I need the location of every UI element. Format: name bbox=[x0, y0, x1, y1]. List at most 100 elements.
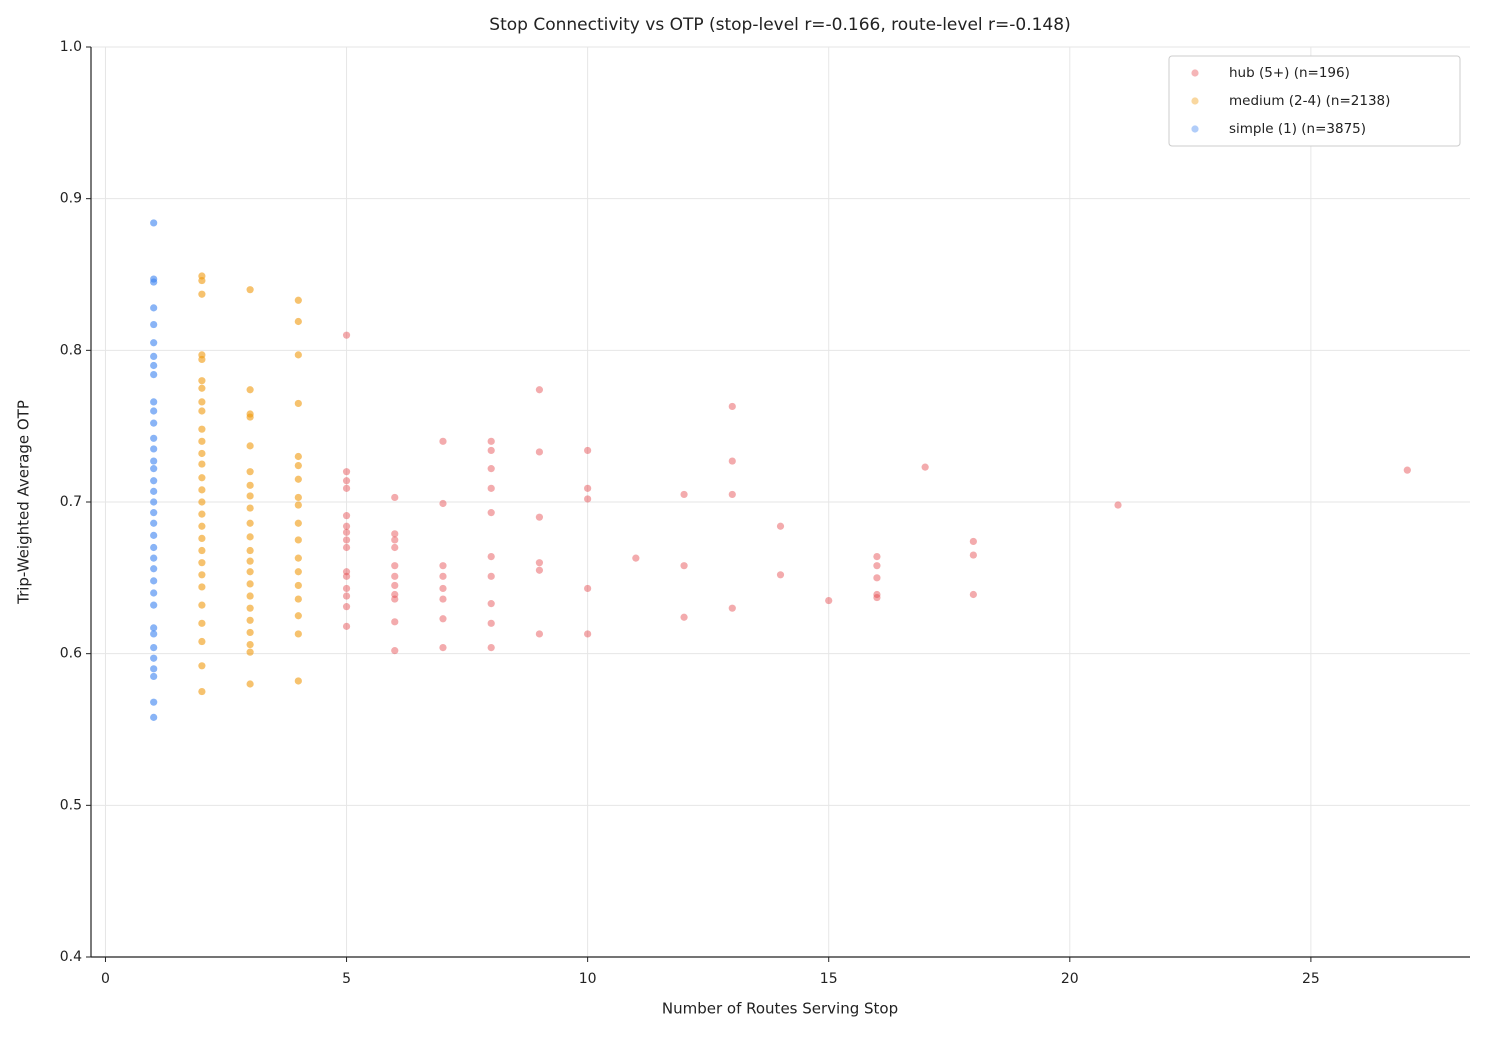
point bbox=[342, 622, 351, 630]
y-tick-label: 0.9 bbox=[60, 191, 82, 207]
point bbox=[294, 677, 302, 685]
point bbox=[584, 584, 592, 593]
point bbox=[246, 492, 254, 500]
y-tick-label: 0.8 bbox=[60, 342, 82, 358]
point bbox=[150, 434, 158, 442]
point bbox=[246, 481, 254, 489]
point bbox=[342, 568, 351, 576]
point bbox=[535, 448, 544, 456]
point bbox=[342, 331, 351, 339]
point bbox=[150, 665, 158, 673]
point bbox=[150, 698, 158, 706]
point bbox=[776, 522, 785, 530]
point bbox=[150, 713, 158, 721]
legend-label: hub (5+) (n=196) bbox=[1229, 65, 1350, 81]
point bbox=[198, 290, 206, 298]
point bbox=[342, 572, 351, 580]
point bbox=[294, 296, 302, 304]
point bbox=[439, 437, 447, 445]
point bbox=[873, 593, 881, 602]
legend-marker bbox=[1191, 69, 1199, 77]
point bbox=[294, 519, 302, 527]
point bbox=[391, 493, 399, 502]
point bbox=[439, 499, 447, 508]
point bbox=[198, 662, 206, 670]
point bbox=[198, 384, 206, 392]
point bbox=[391, 530, 399, 538]
point bbox=[728, 604, 736, 612]
point bbox=[487, 465, 495, 473]
point bbox=[198, 546, 206, 555]
point bbox=[342, 603, 351, 611]
point bbox=[535, 559, 544, 567]
point bbox=[294, 595, 302, 603]
legend-marker bbox=[1191, 97, 1199, 105]
point bbox=[198, 510, 206, 518]
grid bbox=[91, 46, 1470, 958]
legend-label: medium (2-4) (n=2138) bbox=[1229, 93, 1390, 109]
point bbox=[150, 565, 158, 573]
legend-label: simple (1) (n=3875) bbox=[1229, 121, 1366, 137]
point bbox=[728, 490, 736, 499]
point bbox=[246, 568, 254, 576]
point bbox=[150, 398, 158, 406]
point bbox=[198, 407, 206, 415]
point bbox=[342, 512, 351, 520]
point bbox=[294, 475, 302, 483]
point bbox=[342, 522, 351, 530]
y-tick-label: 0.4 bbox=[60, 949, 82, 965]
legend: hub (5+) (n=196) medium (2-4) (n=2138) sim… bbox=[1168, 55, 1461, 147]
point bbox=[584, 446, 592, 455]
point bbox=[632, 554, 640, 562]
point bbox=[391, 543, 399, 552]
point bbox=[198, 637, 206, 646]
point bbox=[342, 536, 351, 544]
point bbox=[150, 624, 158, 632]
point bbox=[487, 619, 495, 627]
point bbox=[198, 534, 206, 543]
point bbox=[584, 630, 592, 638]
point bbox=[150, 654, 158, 662]
point bbox=[487, 484, 495, 492]
y-tick-label: 0.5 bbox=[60, 797, 82, 813]
point bbox=[150, 601, 158, 609]
point bbox=[150, 487, 158, 495]
point bbox=[728, 457, 736, 465]
x-tick-label: 5 bbox=[342, 971, 351, 987]
point bbox=[246, 680, 254, 688]
point bbox=[246, 504, 254, 512]
point bbox=[198, 474, 206, 482]
point bbox=[439, 644, 447, 652]
legend-box bbox=[1168, 55, 1461, 147]
point bbox=[342, 592, 351, 600]
point bbox=[487, 437, 495, 445]
point bbox=[439, 572, 447, 580]
point bbox=[391, 647, 399, 655]
point bbox=[487, 446, 495, 455]
point bbox=[150, 589, 158, 597]
point bbox=[150, 531, 158, 539]
x-tick-label: 20 bbox=[1061, 971, 1079, 987]
y-axis-label: Trip-Weighted Average OTP bbox=[15, 400, 33, 605]
legend-marker bbox=[1191, 125, 1199, 133]
point bbox=[198, 486, 206, 494]
point bbox=[873, 574, 881, 582]
point bbox=[198, 687, 206, 696]
point bbox=[198, 601, 206, 609]
point bbox=[391, 590, 399, 599]
point bbox=[150, 339, 158, 347]
point bbox=[294, 317, 302, 326]
point bbox=[391, 618, 399, 626]
point bbox=[198, 437, 206, 445]
point bbox=[150, 509, 158, 517]
point bbox=[535, 630, 544, 638]
point bbox=[198, 398, 206, 406]
point bbox=[873, 562, 881, 570]
point bbox=[294, 581, 302, 590]
point bbox=[776, 571, 785, 579]
point bbox=[680, 490, 688, 499]
point bbox=[439, 615, 447, 623]
point bbox=[150, 498, 158, 506]
point bbox=[680, 562, 688, 570]
